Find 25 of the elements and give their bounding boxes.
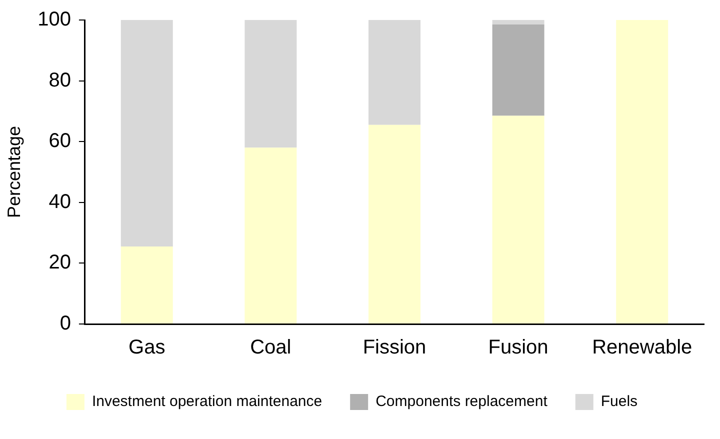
y-tick-label: 40 [48, 190, 71, 213]
x-tick-label: Fusion [488, 336, 548, 359]
y-tick-label: 0 [60, 312, 71, 335]
bar [616, 20, 668, 324]
legend-label: Investment operation maintenance [92, 393, 322, 410]
bar [492, 20, 544, 25]
bar [492, 24, 544, 116]
bar [244, 148, 297, 324]
y-tick-label: 100 [38, 8, 71, 31]
x-tick-label: Gas [128, 336, 166, 359]
legend-label: Components replacement [376, 393, 548, 410]
bar [492, 116, 544, 324]
bar [244, 20, 297, 148]
x-tick-label: Fission [362, 336, 426, 359]
bar [120, 20, 173, 246]
x-tick-label: Renewable [592, 336, 692, 359]
y-tick-label: 20 [48, 252, 71, 274]
bar [368, 124, 420, 324]
legend-label: Fuels [600, 393, 638, 410]
y-tick-label: 80 [48, 69, 71, 92]
bar [120, 246, 173, 324]
y-tick-label: 60 [48, 130, 71, 152]
x-tick-label: Coal [250, 336, 292, 359]
y-axis-title: Percentage [4, 126, 24, 218]
bar [368, 20, 420, 125]
